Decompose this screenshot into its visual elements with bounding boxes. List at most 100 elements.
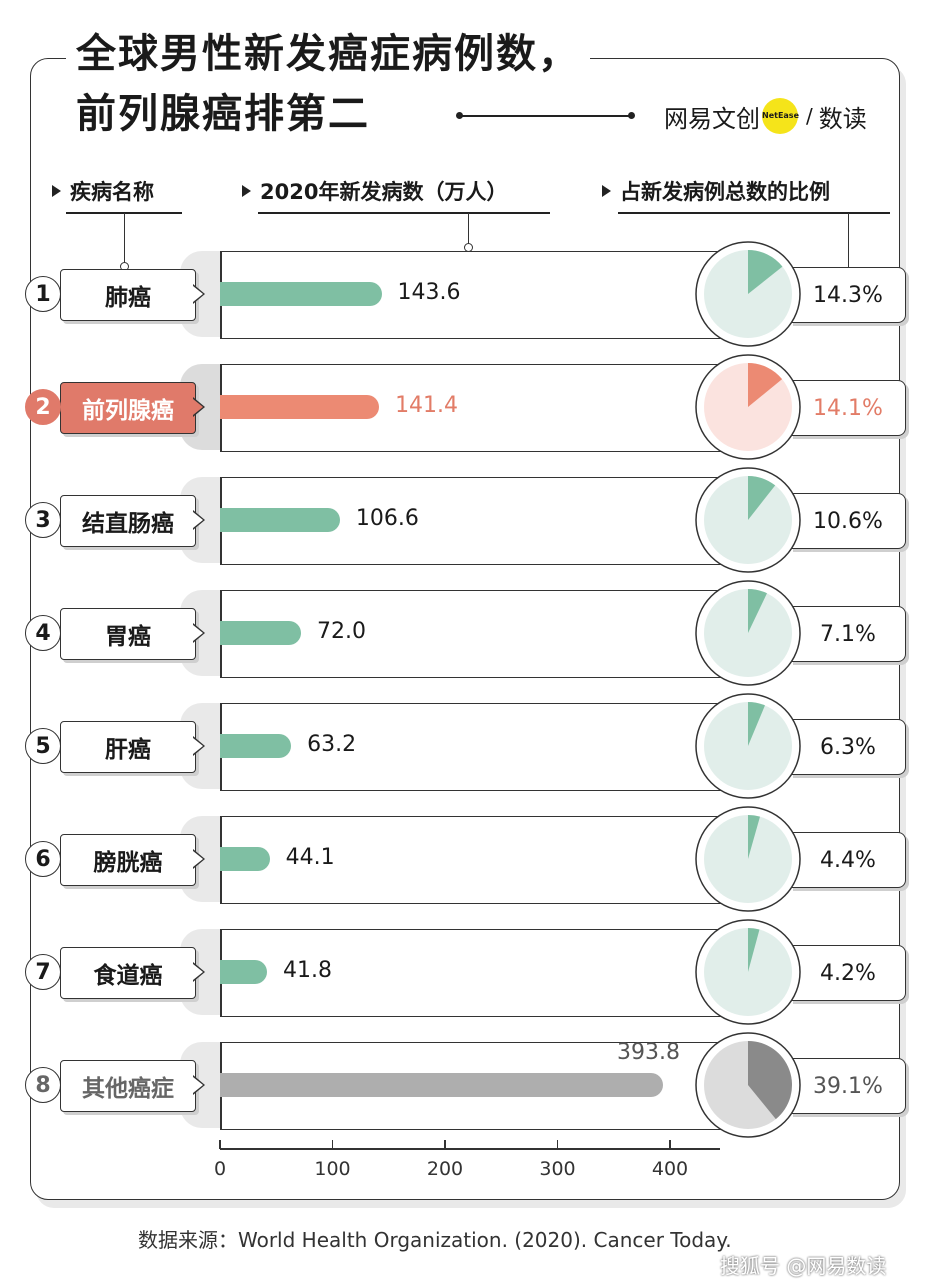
bar [220,847,270,871]
bar [220,734,292,758]
logo-badge: NetEase [762,98,799,134]
logo-brand: 网易文创 [664,104,760,133]
row-card [220,929,741,1017]
share-pie [695,693,801,799]
watermark: 搜狐号 @网易数读 [720,1254,887,1278]
pointer-arrow-fill [193,511,203,528]
pie-slice [748,928,760,972]
connector-share [848,213,849,271]
pie-slice [748,589,767,633]
disease-name-label: 肝癌 [60,721,196,773]
bar [220,1073,664,1097]
disease-name-label: 膀胱癌 [60,834,196,886]
share-value-box: 14.1% [790,380,906,436]
bar-value-label: 141.4 [395,393,459,418]
share-pie [695,354,801,460]
header-count-label: 2020年新发病数（万人） [260,180,508,204]
rank-badge: 2 [25,389,61,425]
x-tick-label: 400 [651,1158,689,1180]
bar [220,960,268,984]
logo-line-dot-left [456,112,463,119]
logo-connector-line [460,115,632,117]
logo-sub: 数读 [818,104,867,133]
pointer-arrow-fill [193,285,203,302]
disease-name-label: 前列腺癌 [60,382,196,434]
pie-slice [748,1041,792,1120]
rank-badge: 8 [25,1067,61,1103]
header-share: 占新发病例总数的比例 [602,176,830,206]
disease-name-label: 肺癌 [60,269,196,321]
triangle-icon [602,185,611,197]
share-pie [695,919,801,1025]
x-axis-line [220,1148,720,1150]
bar [220,395,380,419]
rank-badge: 3 [25,502,61,538]
pointer-arrow-fill [193,737,203,754]
disease-name-label: 胃癌 [60,608,196,660]
logo-line-dot-right [628,112,635,119]
chart-title-line1: 全球男性新发癌症病例数， [66,26,590,82]
x-tick [556,1140,559,1149]
bar-value-label: 44.1 [285,845,335,870]
pie-slice [748,476,776,520]
row-card [220,590,741,678]
pointer-arrow-fill [193,850,203,867]
share-value-box: 4.2% [790,945,906,1001]
x-tick-label: 300 [539,1158,576,1180]
connector-count [468,213,469,245]
x-tick [669,1140,671,1149]
share-value-box: 14.3% [790,267,906,323]
bar-value-label: 41.8 [283,958,332,983]
share-value-box: 7.1% [790,606,906,662]
pointer-arrow-fill [193,624,203,641]
x-tick-label: 100 [314,1158,351,1180]
header-name-label: 疾病名称 [70,180,154,204]
triangle-icon [242,185,251,197]
pie-slice [748,815,761,859]
x-tick-label: 200 [426,1158,464,1180]
share-pie [695,241,801,347]
source-note: 数据来源：World Health Organization. (2020). … [138,1228,732,1252]
bar-value-label: 63.2 [307,732,357,757]
share-pie [695,580,801,686]
share-value-box: 39.1% [790,1058,906,1114]
x-tick [444,1140,446,1149]
chart-title-line2: 前列腺癌排第二 [66,86,380,142]
header-count-underline [258,212,550,214]
x-tick [331,1140,334,1149]
connector-name [124,213,125,265]
share-value-box: 10.6% [790,493,906,549]
header-share-label: 占新发病例总数的比例 [620,180,830,204]
bar-value-label: 143.6 [397,280,461,305]
pie-slice [748,250,783,294]
rank-badge: 7 [25,954,61,990]
disease-name-label: 其他癌症 [60,1060,196,1112]
x-tick-label: 0 [213,1158,227,1180]
bar [220,282,382,306]
disease-name-label: 食道癌 [60,947,196,999]
bar [220,508,340,532]
pie-slice [748,702,765,746]
header-name: 疾病名称 [52,176,154,206]
disease-name-label: 结直肠癌 [60,495,196,547]
logo-slash: / [806,104,813,128]
row-card [220,703,741,791]
bar [220,621,301,645]
share-pie [695,806,801,912]
rank-badge: 4 [25,615,61,651]
rank-badge: 6 [25,841,61,877]
rank-badge: 5 [25,728,61,764]
share-value-box: 4.4% [790,832,906,888]
rank-badge: 1 [25,276,61,312]
triangle-icon [52,185,61,197]
row-card [220,816,741,904]
pointer-arrow-fill [193,398,203,415]
pointer-arrow-fill [193,1076,203,1093]
share-pie [695,1032,801,1138]
brand-logo: 网易文创 NetEase / 数读 [660,96,871,136]
share-pie [695,467,801,573]
bar-value-label: 106.6 [355,506,419,531]
header-count: 2020年新发病数（万人） [242,176,507,206]
pie-slice [748,363,783,407]
bar-value-label: 393.8 [617,1040,680,1065]
